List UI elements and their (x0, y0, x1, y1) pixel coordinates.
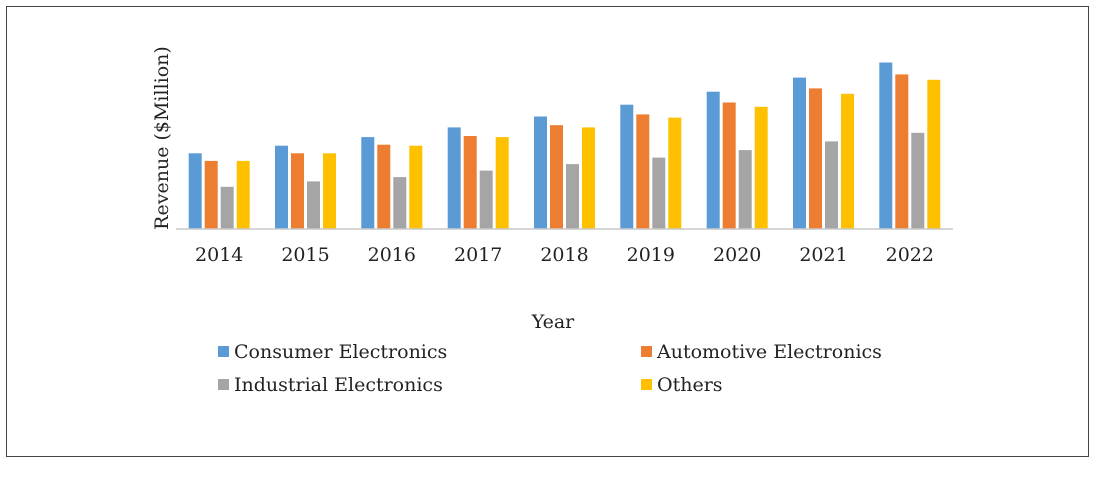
bar-2019-series-3 (668, 117, 682, 229)
bar-2018-series-0 (534, 116, 547, 229)
bar-2018-series-2 (566, 164, 579, 229)
bar-2014-series-1 (204, 160, 218, 229)
x-axis-title: Year (531, 311, 575, 333)
bar-2016-series-2 (393, 177, 407, 229)
bar-2016-series-0 (361, 137, 375, 229)
legend-item: Industrial Electronics (218, 374, 443, 396)
legend-swatch (218, 346, 229, 357)
bar-2017-series-1 (463, 136, 477, 229)
x-tick-label: 2021 (799, 244, 847, 266)
bar-2017-series-0 (447, 127, 461, 229)
x-tick-labels: 2014 2015 2016 2017 2018 2019 2020 2021 2022 (195, 244, 934, 266)
bar-2016-series-1 (377, 144, 391, 229)
legend-label: Others (657, 374, 723, 396)
x-tick-label: 2018 (540, 244, 588, 266)
bar-2014-series-3 (236, 160, 250, 229)
bar-2015-series-3 (323, 153, 336, 229)
bar-2015-series-1 (291, 153, 304, 229)
x-tick-label: 2014 (195, 244, 243, 266)
bar-2021-series-0 (793, 77, 806, 229)
legend-item: Automotive Electronics (641, 341, 882, 363)
x-tick-label: 2020 (713, 244, 761, 266)
legend-label: Automotive Electronics (656, 341, 882, 363)
bar-2019-series-1 (636, 114, 650, 229)
bar-2022-series-2 (911, 132, 925, 229)
bar-2021-series-1 (809, 88, 822, 230)
bar-2020-series-2 (738, 150, 752, 229)
x-tick-label: 2017 (454, 244, 502, 266)
legend-label: Industrial Electronics (234, 374, 443, 396)
chart-frame (6, 6, 1089, 457)
bar-2015-series-0 (275, 145, 288, 229)
bar-2022-series-0 (879, 62, 893, 229)
bar-2014-series-2 (220, 186, 234, 229)
bar-2020-series-0 (706, 91, 720, 229)
legend-swatch (218, 379, 229, 390)
legend: Consumer Electronics Automotive Electroni… (218, 341, 882, 396)
bar-2017-series-3 (495, 137, 509, 229)
x-tick-label: 2019 (627, 244, 675, 266)
bar-2021-series-2 (825, 141, 838, 229)
x-tick-label: 2022 (886, 244, 934, 266)
legend-swatch (641, 379, 652, 390)
bar-2017-series-2 (479, 170, 493, 229)
bar-2016-series-3 (409, 145, 423, 229)
bar-2018-series-1 (550, 125, 563, 229)
y-axis-title: Revenue ($Million) (151, 46, 173, 230)
bar-2022-series-1 (895, 74, 909, 230)
bars-group (188, 62, 941, 230)
bar-2014-series-0 (188, 153, 202, 229)
bar-2018-series-3 (582, 127, 595, 229)
bar-2022-series-3 (927, 79, 941, 229)
bar-2020-series-3 (754, 106, 768, 229)
legend-item: Consumer Electronics (218, 341, 447, 363)
bar-2019-series-0 (620, 104, 634, 229)
legend-swatch (641, 346, 652, 357)
legend-item: Others (641, 374, 723, 396)
legend-label: Consumer Electronics (234, 341, 447, 363)
bar-2020-series-1 (722, 102, 736, 229)
x-tick-label: 2015 (281, 244, 329, 266)
x-tick-label: 2016 (368, 244, 416, 266)
bar-2019-series-2 (652, 157, 666, 229)
bar-2015-series-2 (307, 181, 320, 229)
bar-2021-series-3 (841, 93, 854, 229)
